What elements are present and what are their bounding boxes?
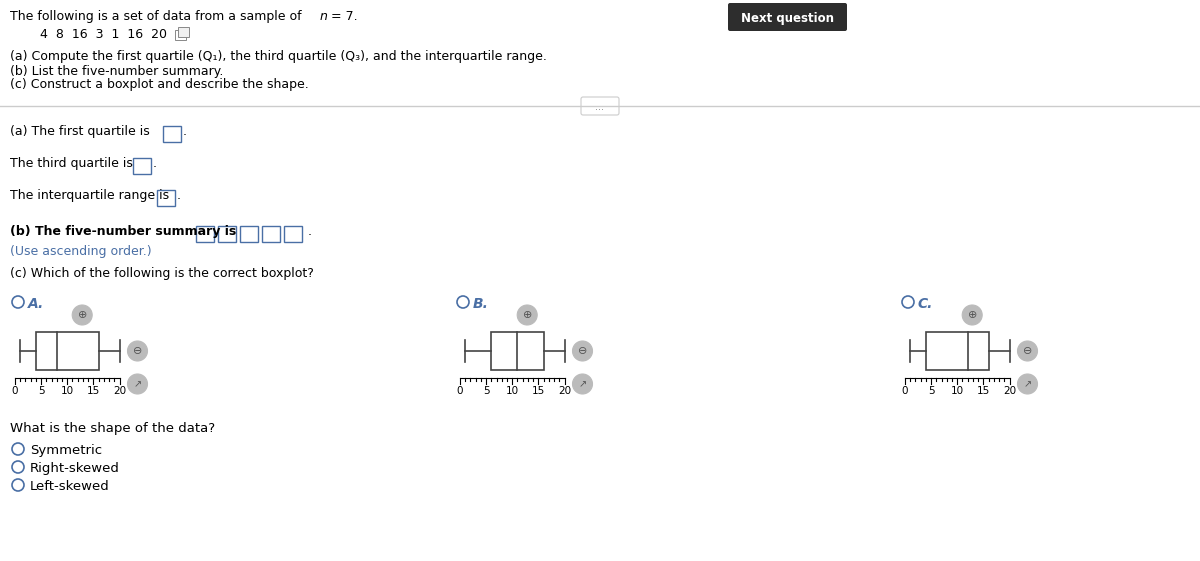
Text: .: . <box>178 189 181 202</box>
Text: ⊖: ⊖ <box>133 346 142 356</box>
Text: ⊕: ⊕ <box>967 310 977 320</box>
Text: (Use ascending order.): (Use ascending order.) <box>10 245 151 258</box>
Text: = 7.: = 7. <box>326 10 358 23</box>
Bar <box>196 226 214 242</box>
Text: (c) Construct a boxplot and describe the shape.: (c) Construct a boxplot and describe the… <box>10 78 308 91</box>
Text: ⊕: ⊕ <box>78 310 86 320</box>
Text: What is the shape of the data?: What is the shape of the data? <box>10 422 215 435</box>
Text: The following is a set of data from a sample of: The following is a set of data from a sa… <box>10 10 306 23</box>
Text: 20: 20 <box>558 386 571 396</box>
Text: 0: 0 <box>12 386 18 396</box>
Bar <box>262 226 280 242</box>
Text: 15: 15 <box>86 386 100 396</box>
Text: 5: 5 <box>482 386 490 396</box>
Text: ⊖: ⊖ <box>1022 346 1032 356</box>
Text: n: n <box>320 10 328 23</box>
Text: The third quartile is: The third quartile is <box>10 157 133 170</box>
Circle shape <box>962 305 983 325</box>
Text: 0: 0 <box>457 386 463 396</box>
Text: B.: B. <box>473 297 488 311</box>
Text: .: . <box>182 125 187 138</box>
Bar <box>926 332 989 370</box>
Text: The interquartile range is: The interquartile range is <box>10 189 169 202</box>
Text: C.: C. <box>918 297 934 311</box>
Bar <box>178 27 190 37</box>
Bar <box>284 226 302 242</box>
Text: 10: 10 <box>61 386 74 396</box>
Bar <box>240 226 258 242</box>
Text: Symmetric: Symmetric <box>30 444 102 457</box>
Text: 20: 20 <box>113 386 126 396</box>
FancyBboxPatch shape <box>728 3 847 31</box>
Text: 10: 10 <box>950 386 964 396</box>
Bar <box>36 332 98 370</box>
Text: ↗: ↗ <box>1024 379 1032 389</box>
Text: (b) The five-number summary is: (b) The five-number summary is <box>10 225 236 238</box>
Text: (a) Compute the first quartile (Q₁), the third quartile (Q₃), and the interquart: (a) Compute the first quartile (Q₁), the… <box>10 50 547 63</box>
Text: (c) Which of the following is the correct boxplot?: (c) Which of the following is the correc… <box>10 267 314 280</box>
Text: 15: 15 <box>532 386 545 396</box>
Text: 20: 20 <box>1003 386 1016 396</box>
Bar <box>218 226 236 242</box>
Bar <box>157 190 175 206</box>
Text: ...: ... <box>595 102 605 112</box>
Bar <box>133 158 151 174</box>
Text: 5: 5 <box>38 386 44 396</box>
Text: ⊕: ⊕ <box>522 310 532 320</box>
Circle shape <box>72 305 92 325</box>
Text: 5: 5 <box>928 386 935 396</box>
Text: 15: 15 <box>977 386 990 396</box>
Circle shape <box>572 374 593 394</box>
Text: ⊖: ⊖ <box>578 346 587 356</box>
Bar <box>491 332 544 370</box>
Text: ↗: ↗ <box>133 379 142 389</box>
Text: ↗: ↗ <box>578 379 587 389</box>
Bar <box>175 30 186 40</box>
Bar <box>163 126 181 142</box>
Text: (b) List the five-number summary.: (b) List the five-number summary. <box>10 65 223 78</box>
Text: 10: 10 <box>505 386 518 396</box>
Circle shape <box>127 374 148 394</box>
FancyBboxPatch shape <box>581 97 619 115</box>
Text: .: . <box>308 225 312 238</box>
Text: (a) The first quartile is: (a) The first quartile is <box>10 125 150 138</box>
Text: 4  8  16  3  1  16  20: 4 8 16 3 1 16 20 <box>40 28 167 41</box>
Circle shape <box>1018 341 1038 361</box>
Text: Left-skewed: Left-skewed <box>30 480 109 493</box>
Text: Right-skewed: Right-skewed <box>30 462 120 475</box>
Text: .: . <box>154 157 157 170</box>
Circle shape <box>517 305 538 325</box>
Text: 0: 0 <box>901 386 908 396</box>
Text: Next question: Next question <box>742 11 834 25</box>
Circle shape <box>1018 374 1038 394</box>
Circle shape <box>127 341 148 361</box>
Text: A.: A. <box>28 297 44 311</box>
Circle shape <box>572 341 593 361</box>
